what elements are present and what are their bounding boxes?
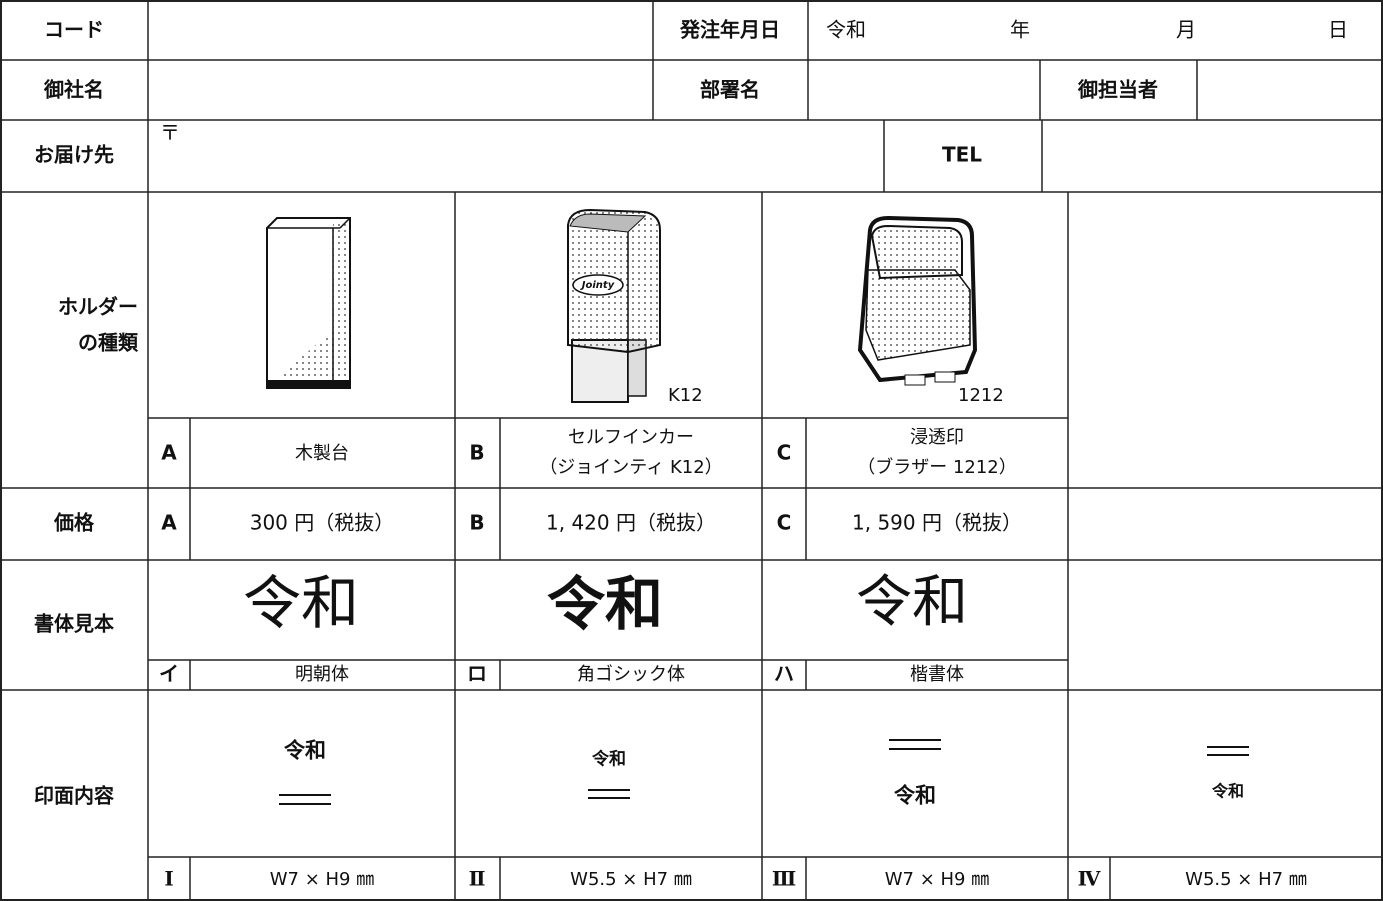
typeface-mark: イ <box>159 662 179 686</box>
imprint-size: W7 × H9 ㎜ <box>270 869 374 890</box>
holder-letter: C <box>777 441 792 465</box>
holder-name: （ジョインティ K12） <box>539 457 722 478</box>
imprint-numeral: Ⅰ <box>164 867 173 891</box>
brother-illustration <box>857 215 978 386</box>
typeface-sample: 令和 <box>243 569 359 637</box>
holder-letter: B <box>469 441 484 465</box>
typeface-name: 明朝体 <box>295 664 349 685</box>
price-label: 価格 <box>53 511 95 535</box>
jointy-illustration: Jointy <box>567 208 661 403</box>
imprint-rules <box>279 739 1249 805</box>
date-day: 日 <box>1328 18 1348 42</box>
model-label: 1212 <box>958 385 1004 406</box>
imprint-numeral: Ⅲ <box>772 867 796 891</box>
holder-name: セルフインカー <box>568 427 694 448</box>
typeface-label: 書体見本 <box>34 612 114 636</box>
holder-name: 浸透印 <box>910 427 964 448</box>
holder-label: ホルダー <box>58 295 138 319</box>
price-letter: A <box>161 511 177 535</box>
holder-letter: A <box>161 441 177 465</box>
holder-label: の種類 <box>78 331 139 355</box>
department-label: 部署名 <box>700 78 760 102</box>
company-label: 御社名 <box>43 78 104 102</box>
imprint-size: W5.5 × H7 ㎜ <box>570 869 692 890</box>
date-month: 月 <box>1176 18 1196 42</box>
imprint-label: 印面内容 <box>34 784 114 808</box>
typeface-sample: 令和 <box>856 572 968 634</box>
imprint-text: 令和 <box>284 738 326 763</box>
typeface-mark: ハ <box>774 662 794 686</box>
address-label: お届け先 <box>34 143 114 167</box>
imprint-text: 令和 <box>1211 782 1244 801</box>
imprint-text: 令和 <box>894 783 936 808</box>
person-label: 御担当者 <box>1077 78 1158 102</box>
price-text: 1, 590 円（税抜） <box>852 511 1022 535</box>
model-label: K12 <box>668 385 703 406</box>
typeface-name: 角ゴシック体 <box>577 664 685 685</box>
postal-mark: 〒 <box>160 121 180 145</box>
date-year: 年 <box>1010 18 1030 42</box>
imprint-size: W5.5 × H7 ㎜ <box>1185 869 1307 890</box>
imprint-numeral: Ⅳ <box>1078 867 1101 891</box>
imprint-size: W7 × H9 ㎜ <box>885 869 989 890</box>
imprint-text: 令和 <box>592 749 626 770</box>
typeface-sample: 令和 <box>547 570 663 638</box>
date-era: 令和 <box>826 18 866 42</box>
imprint-numeral: Ⅱ <box>469 867 486 891</box>
typeface-name: 楷書体 <box>910 664 964 685</box>
holder-name: （ブラザー 1212） <box>857 456 1017 478</box>
tel-label: TEL <box>942 143 982 167</box>
typeface-mark: ロ <box>467 662 487 686</box>
price-letter: C <box>777 511 792 535</box>
holder-name: 木製台 <box>295 443 349 464</box>
date-label: 発注年月日 <box>679 18 780 42</box>
code-label: コード <box>44 18 104 42</box>
price-text: 300 円（税抜） <box>250 511 395 535</box>
wood-block-illustration <box>266 217 351 389</box>
brand-label: Jointy <box>580 280 615 291</box>
price-text: 1, 420 円（税抜） <box>546 511 716 535</box>
price-letter: B <box>469 511 484 535</box>
